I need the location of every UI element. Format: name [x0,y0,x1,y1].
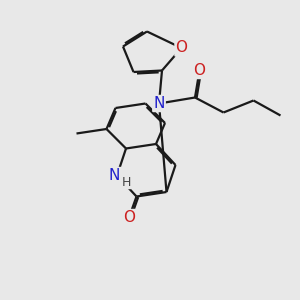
Text: N: N [109,168,120,183]
Text: O: O [176,40,188,56]
Text: O: O [123,210,135,225]
Text: H: H [121,176,131,189]
Text: N: N [153,96,165,111]
Text: O: O [194,63,206,78]
